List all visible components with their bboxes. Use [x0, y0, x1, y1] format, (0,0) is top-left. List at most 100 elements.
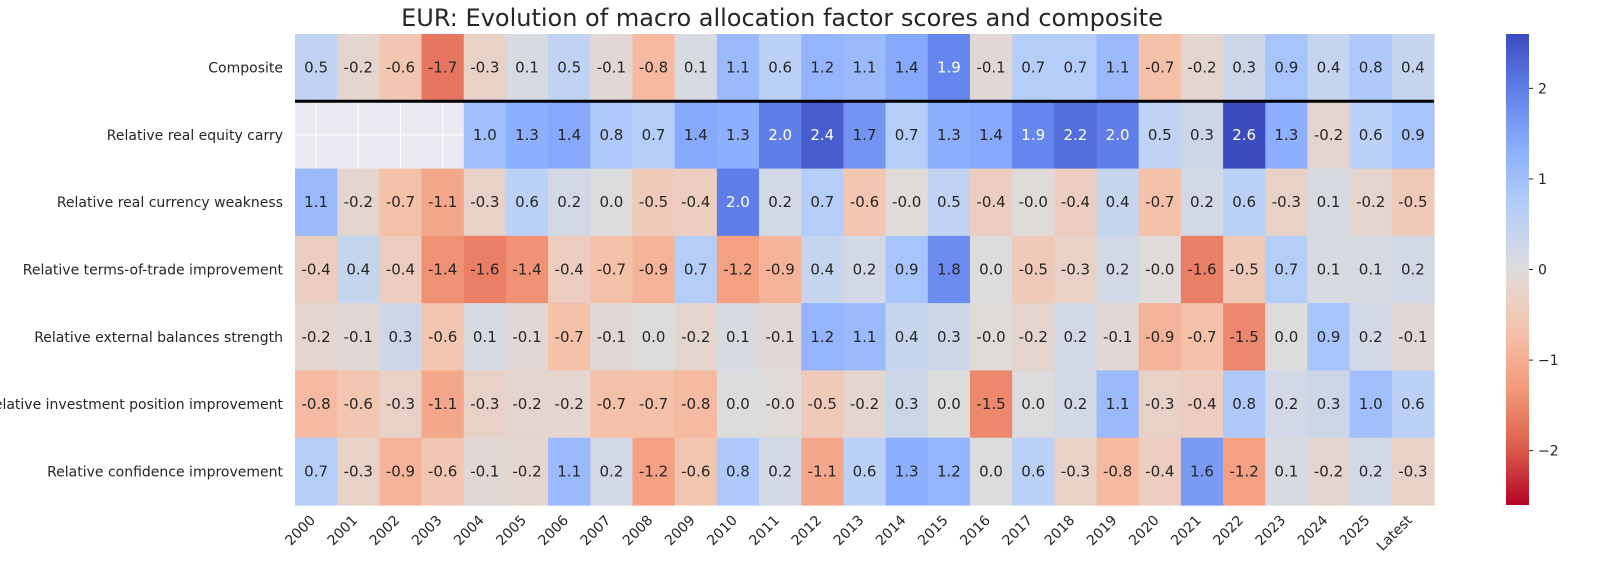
- heatmap-cell: [1096, 437, 1140, 506]
- heatmap-cell: [590, 34, 634, 102]
- heatmap-cell: [590, 303, 634, 372]
- cell-value-label: 0.5: [1148, 126, 1172, 144]
- row-labels: Composite Relative real equity carry Relat…: [0, 61, 284, 481]
- heatmap-cell: [801, 235, 845, 304]
- heatmap-cell: [1138, 303, 1182, 372]
- colorbar-tick-label: −1: [1538, 353, 1559, 369]
- cell-value-label: 0.7: [304, 462, 328, 480]
- cell-value-label: -0.2: [1314, 126, 1343, 144]
- cell-value-label: 0.1: [684, 59, 708, 77]
- cell-value-label: -0.7: [1145, 193, 1174, 211]
- cell-value-label: -0.3: [1061, 462, 1090, 480]
- cell-value-label: 0.2: [1064, 395, 1088, 413]
- column-labels: 2000 2001 2002 2003 2004 2005 2006 2007 2008 2009…: [282, 512, 1416, 554]
- heatmap-cell: [1138, 168, 1182, 237]
- heatmap-cell: [801, 34, 845, 102]
- cell-value-label: -0.0: [1145, 261, 1174, 279]
- cell-value-label: -0.3: [344, 462, 373, 480]
- cell-value-label: -0.1: [470, 462, 499, 480]
- heatmap-cell: [548, 303, 591, 372]
- heatmap-cell: [1054, 34, 1098, 102]
- heatmap-cell: [801, 303, 845, 372]
- heatmap-cell: [843, 303, 887, 372]
- cell-value-label: 1.1: [726, 59, 750, 77]
- cell-value-label: -0.2: [301, 328, 330, 346]
- heatmap-cell: [295, 235, 338, 304]
- cell-value-label: 1.4: [895, 59, 919, 77]
- heatmap-cell: [337, 168, 380, 237]
- heatmap-cell: [843, 437, 887, 506]
- cell-value-label: 0.8: [1232, 395, 1256, 413]
- cell-value-label: 1.9: [937, 59, 961, 77]
- cell-value-label: -0.2: [512, 462, 541, 480]
- heatmap-cell: [1096, 303, 1140, 372]
- cell-value-label: 0.7: [642, 126, 666, 144]
- cell-value-label: -0.4: [386, 261, 415, 279]
- cell-value-label: 0.5: [937, 193, 961, 211]
- heatmap-cell: [674, 370, 718, 439]
- heatmap-cell: [505, 235, 549, 304]
- cell-value-label: 0.8: [1359, 59, 1383, 77]
- heatmap-cell: [927, 168, 971, 237]
- cell-value-label: -0.7: [639, 395, 668, 413]
- cell-value-label: 0.6: [515, 193, 539, 211]
- heatmap-cell: [1307, 168, 1351, 237]
- heatmap-cell: [632, 303, 676, 372]
- heatmap-cell: [632, 34, 676, 102]
- cell-value-label: 0.3: [937, 328, 961, 346]
- cell-value-label: 1.1: [853, 59, 877, 77]
- cell-value-label: -0.9: [639, 261, 668, 279]
- cell-value-label: 0.8: [599, 126, 623, 144]
- heatmap-cell: [337, 235, 380, 304]
- heatmap-cell: [505, 437, 549, 506]
- cell-value-label: -0.3: [386, 395, 415, 413]
- cell-value-label: 0.7: [895, 126, 919, 144]
- column-label: 2008: [620, 513, 657, 550]
- cell-value-label: 1.3: [937, 126, 961, 144]
- cell-value-label: -0.5: [1019, 261, 1048, 279]
- heatmap-cell: [1180, 437, 1224, 506]
- cell-value-label: 0.2: [768, 462, 792, 480]
- heatmap-cell: [885, 235, 929, 304]
- cell-value-label: -0.2: [344, 59, 373, 77]
- column-label: 2012: [789, 513, 826, 550]
- colorbar-tick-label: 0: [1538, 263, 1547, 279]
- cell-value-label: 0.2: [1401, 261, 1425, 279]
- heatmap-cell: [379, 235, 423, 304]
- heatmap-cell: [590, 101, 634, 170]
- cell-value-label: 1.6: [1190, 462, 1214, 480]
- cell-value-label: -0.2: [1187, 59, 1216, 77]
- cell-value-label: -0.7: [1145, 59, 1174, 77]
- cell-value-label: -0.0: [765, 395, 794, 413]
- heatmap-cell: [1223, 370, 1266, 439]
- row-label: Relative external balances strength: [34, 330, 283, 346]
- cell-value-label: -1.2: [1230, 462, 1259, 480]
- heatmap-cell: [885, 101, 929, 170]
- heatmap-cell: [927, 437, 971, 506]
- cell-value-label: 0.3: [389, 328, 413, 346]
- heatmap-cell: [548, 437, 591, 506]
- cell-value-label: 1.4: [979, 126, 1003, 144]
- cell-value-label: -0.7: [386, 193, 415, 211]
- column-label: 2001: [325, 513, 362, 550]
- heatmap-cell: [759, 303, 802, 372]
- heatmap-cell: [1265, 235, 1309, 304]
- heatmap-cell: [927, 34, 971, 102]
- column-label: Latest: [1374, 512, 1416, 554]
- column-label: 2006: [536, 512, 573, 549]
- cell-value-label: 0.4: [895, 328, 919, 346]
- heatmap-cell: [379, 34, 423, 102]
- heatmap-cell: [1180, 168, 1224, 237]
- heatmap-cell: [590, 437, 634, 506]
- cell-value-label: 0.6: [1359, 126, 1383, 144]
- colorbar-tick-label: −2: [1538, 444, 1559, 460]
- cell-value-label: -0.4: [681, 193, 710, 211]
- heatmap-cell: [421, 370, 465, 439]
- heatmap-cell: [885, 370, 929, 439]
- cell-value-label: 0.5: [304, 59, 328, 77]
- cell-value-label: 0.3: [895, 395, 919, 413]
- cell-value-label: 0.0: [1274, 328, 1298, 346]
- column-label: 2010: [704, 513, 741, 550]
- cell-value-label: 1.8: [937, 261, 961, 279]
- cell-value-label: -1.6: [1187, 261, 1216, 279]
